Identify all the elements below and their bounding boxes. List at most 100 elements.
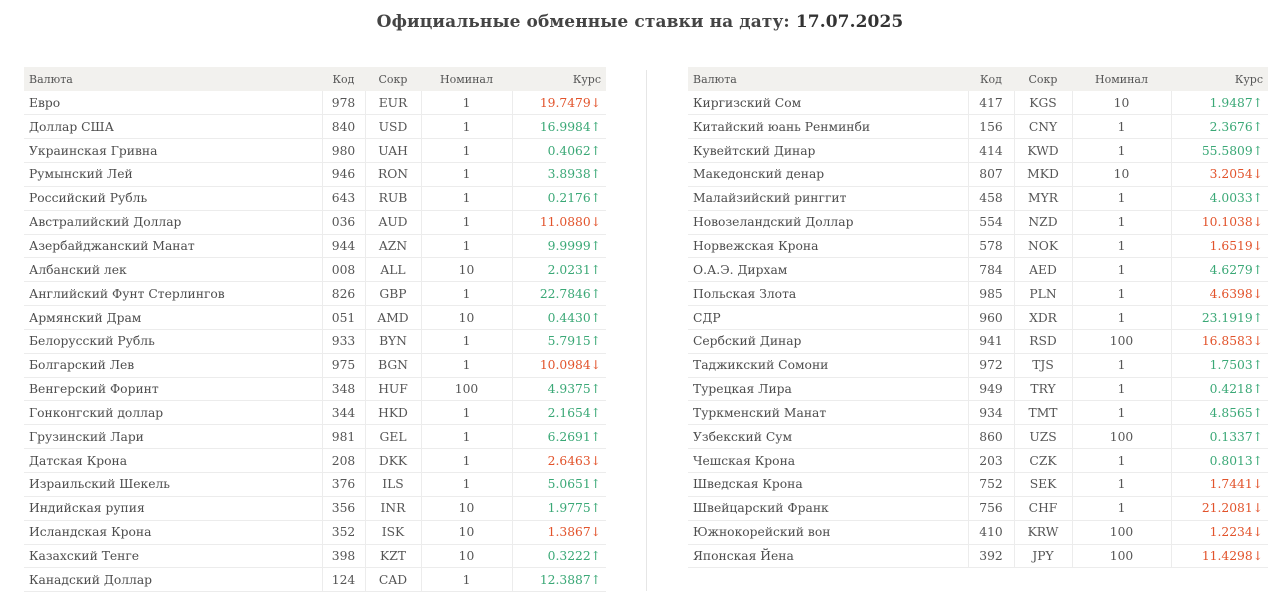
currency-abbr: AZN: [364, 234, 421, 259]
currency-nominal: 100: [1071, 424, 1171, 450]
currency-name: Гонконгский доллар: [24, 400, 322, 426]
table-header-row: Валюта Код Сокр Номинал Курс: [24, 67, 606, 91]
page-title: Официальные обменные ставки на дату: 17.…: [0, 12, 1280, 32]
currency-nominal: 10: [420, 544, 512, 569]
currency-name: Грузинский Лари: [24, 424, 322, 450]
currency-abbr: TJS: [1013, 353, 1072, 378]
currency-name: Доллар США: [24, 114, 322, 140]
currency-rate: 1.3867↓: [511, 520, 606, 545]
currency-name: Английский Фунт Стерлингов: [24, 281, 322, 307]
currency-rate: 1.6519↓: [1170, 234, 1268, 259]
currency-rate: 0.4430↑: [511, 305, 606, 330]
currency-nominal: 10: [420, 305, 512, 330]
currency-rate: 0.4062↑: [511, 138, 606, 164]
table-row: Таджикский Сомони 972 TJS 1 1.7503↑: [688, 353, 1268, 378]
currency-code: 208: [321, 448, 365, 473]
currency-code: 344: [321, 400, 365, 426]
currency-abbr: NOK: [1013, 234, 1072, 259]
currency-nominal: 10: [420, 496, 512, 521]
currency-name: Узбекский Сум: [688, 424, 968, 450]
table-row: Турецкая Лира 949 TRY 1 0.4218↑: [688, 377, 1268, 402]
currency-rate: 0.2176↑: [511, 186, 606, 211]
currency-nominal: 10: [420, 520, 512, 545]
currency-name: Кувейтский Динар: [688, 138, 968, 164]
table-row: Кувейтский Динар 414 KWD 1 55.5809↑: [688, 138, 1268, 164]
currency-code: 985: [967, 281, 1014, 307]
currency-nominal: 1: [420, 186, 512, 211]
table-row: Южнокорейский вон 410 KRW 100 1.2234↓: [688, 520, 1268, 545]
header-rate[interactable]: Курс: [1171, 67, 1268, 91]
currency-code: 756: [967, 496, 1014, 521]
header-rate[interactable]: Курс: [512, 67, 606, 91]
currency-name: Австралийский Доллар: [24, 210, 322, 235]
currency-nominal: 1: [420, 353, 512, 378]
currency-nominal: 1: [1071, 210, 1171, 235]
table-row: Македонский денар 807 MKD 10 3.2054↓: [688, 162, 1268, 187]
currency-name: Евро: [24, 91, 322, 116]
rates-table-left: Валюта Код Сокр Номинал Курс Евро 978 EUR 1…: [24, 67, 606, 593]
table-row: Киргизский Сом 417 KGS 10 1.9487↑: [688, 91, 1268, 116]
currency-rate: 2.1654↑: [511, 400, 606, 426]
header-nominal[interactable]: Номинал: [1072, 67, 1171, 91]
currency-nominal: 1: [420, 281, 512, 307]
currency-code: 008: [321, 257, 365, 283]
table-row: О.А.Э. Дирхам 784 AED 1 4.6279↑: [688, 257, 1268, 283]
header-code[interactable]: Код: [968, 67, 1014, 91]
currency-rate: 3.8938↑: [511, 162, 606, 187]
currency-nominal: 1: [1071, 114, 1171, 140]
currency-name: Белорусский Рубль: [24, 329, 322, 354]
currency-code: 975: [321, 353, 365, 378]
table-row: Азербайджанский Манат 944 AZN 1 9.9999↑: [24, 234, 606, 259]
currency-abbr: AUD: [364, 210, 421, 235]
header-code[interactable]: Код: [322, 67, 365, 91]
currency-rate: 19.7479↓: [511, 91, 606, 116]
currency-name: Албанский лек: [24, 257, 322, 283]
header-currency[interactable]: Валюта: [688, 67, 968, 91]
table-row: Болгарский Лев 975 BGN 1 10.0984↓: [24, 353, 606, 378]
currency-nominal: 1: [420, 448, 512, 473]
currency-rate: 11.4298↓: [1170, 544, 1268, 569]
currency-name: Македонский денар: [688, 162, 968, 187]
currency-name: Японская Йена: [688, 544, 968, 569]
currency-rate: 0.4218↑: [1170, 377, 1268, 402]
currency-name: Исландская Крона: [24, 520, 322, 545]
currency-abbr: KWD: [1013, 138, 1072, 164]
currency-rate: 3.2054↓: [1170, 162, 1268, 187]
currency-rate: 4.0033↑: [1170, 186, 1268, 211]
currency-abbr: CAD: [364, 567, 421, 593]
header-nominal[interactable]: Номинал: [421, 67, 512, 91]
table-row: Израильский Шекель 376 ILS 1 5.0651↑: [24, 472, 606, 497]
currency-abbr: CNY: [1013, 114, 1072, 140]
currency-rate: 4.6279↑: [1170, 257, 1268, 283]
header-abbr[interactable]: Сокр: [1014, 67, 1072, 91]
currency-name: СДР: [688, 305, 968, 330]
currency-nominal: 1: [420, 567, 512, 593]
currency-abbr: TMT: [1013, 400, 1072, 426]
currency-code: 392: [967, 544, 1014, 569]
currency-rate: 0.3222↑: [511, 544, 606, 569]
currency-rate: 2.3676↑: [1170, 114, 1268, 140]
currency-abbr: ISK: [364, 520, 421, 545]
currency-nominal: 1: [1071, 353, 1171, 378]
currency-rate: 2.6463↓: [511, 448, 606, 473]
currency-rate: 22.7846↑: [511, 281, 606, 307]
currency-nominal: 1: [1071, 448, 1171, 473]
currency-nominal: 1: [420, 210, 512, 235]
table-row: Датская Крона 208 DKK 1 2.6463↓: [24, 448, 606, 473]
currency-code: 807: [967, 162, 1014, 187]
header-abbr[interactable]: Сокр: [365, 67, 421, 91]
currency-abbr: KGS: [1013, 91, 1072, 116]
currency-name: Китайский юань Ренминби: [688, 114, 968, 140]
currency-abbr: RUB: [364, 186, 421, 211]
currency-code: 036: [321, 210, 365, 235]
currency-abbr: BYN: [364, 329, 421, 354]
currency-name: Норвежская Крона: [688, 234, 968, 259]
currency-rate: 4.8565↑: [1170, 400, 1268, 426]
header-currency[interactable]: Валюта: [24, 67, 322, 91]
currency-code: 960: [967, 305, 1014, 330]
currency-code: 949: [967, 377, 1014, 402]
currency-code: 860: [967, 424, 1014, 450]
currency-name: Венгерский Форинт: [24, 377, 322, 402]
currency-code: 826: [321, 281, 365, 307]
currency-abbr: UAH: [364, 138, 421, 164]
